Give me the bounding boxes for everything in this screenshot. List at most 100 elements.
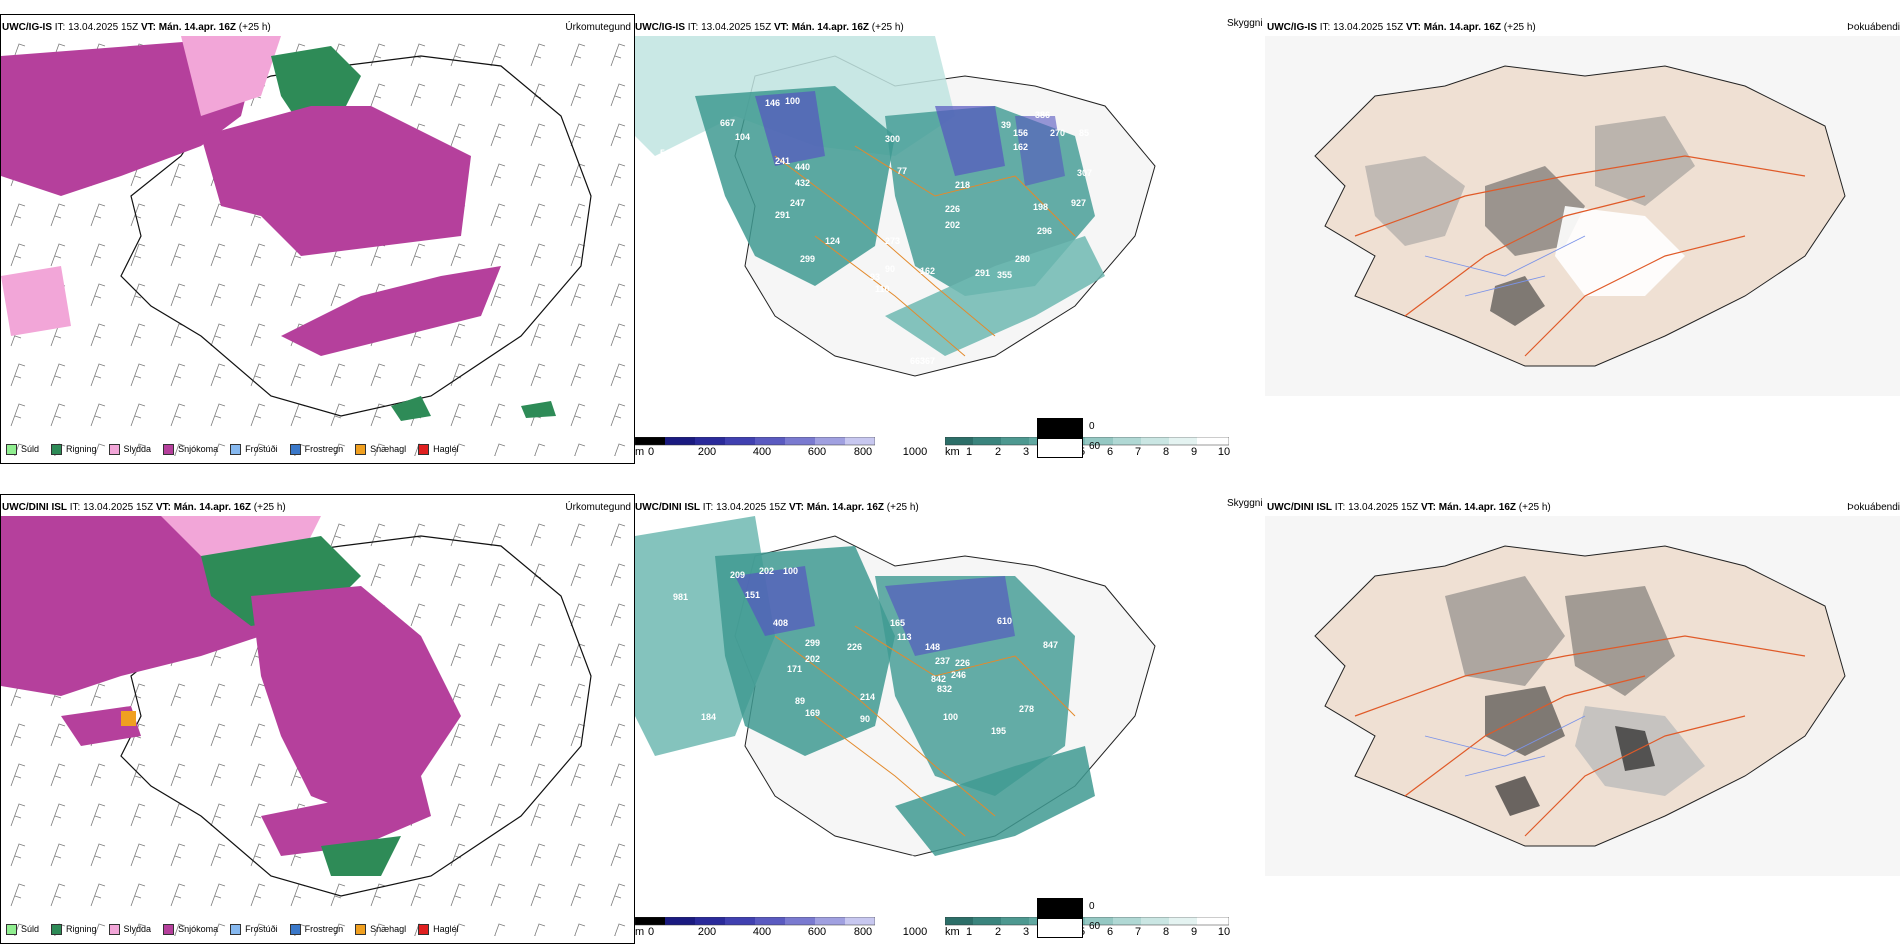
precip-type-map xyxy=(1,36,634,456)
fog-legend-max-swatch xyxy=(1037,898,1083,918)
run-header: UWC/IG-IS IT: 13.04.2025 15Z VT: Mán. 14… xyxy=(1267,22,1536,34)
vis-tick: 6 xyxy=(1106,926,1114,938)
svg-text:165: 165 xyxy=(890,618,905,628)
svg-text:237: 237 xyxy=(935,656,950,666)
legend-label: Rigning xyxy=(66,444,97,454)
panel-title: Þokuábendi xyxy=(1847,22,1900,33)
svg-text:162: 162 xyxy=(1013,142,1028,152)
model-name: UWC/DINI ISL xyxy=(635,502,700,513)
model-name: UWC/IG-IS xyxy=(2,22,52,33)
legend-label: Snjókoma xyxy=(178,444,219,454)
legend-label: Slydda xyxy=(123,924,152,934)
svg-text:113: 113 xyxy=(897,632,912,642)
vis-tick: 8 xyxy=(1162,446,1170,458)
legend-item: Súld xyxy=(6,923,39,935)
swatch xyxy=(289,923,301,935)
lead-time: (+25 h) xyxy=(1518,502,1551,513)
model-name: UWC/DINI ISL xyxy=(2,502,67,513)
svg-text:214: 214 xyxy=(860,692,875,702)
svg-text:299: 299 xyxy=(800,254,815,264)
valid-time: VT: Mán. 14.apr. 16Z xyxy=(788,502,885,513)
svg-text:246: 246 xyxy=(951,670,966,680)
cbar-tick: 600 xyxy=(807,926,827,938)
run-header: UWC/DINI ISL IT: 13.04.2025 15Z VT: Mán.… xyxy=(1267,502,1551,514)
vis-tick: 3 xyxy=(1022,446,1030,458)
legend-item: Frostregn xyxy=(289,443,343,455)
swatch xyxy=(418,443,430,455)
swatch xyxy=(163,443,175,455)
swatch xyxy=(230,443,242,455)
svg-text:77: 77 xyxy=(897,166,907,176)
model-name: UWC/DINI ISL xyxy=(1267,502,1332,513)
svg-text:171: 171 xyxy=(787,664,802,674)
swatch xyxy=(6,923,17,935)
swatch xyxy=(51,923,63,935)
svg-text:209: 209 xyxy=(730,570,745,580)
vis-tick: 6 xyxy=(1106,446,1114,458)
svg-text:162: 162 xyxy=(920,266,935,276)
init-time: IT: 13.04.2025 15Z xyxy=(69,502,154,513)
legend-label: Snæhagl xyxy=(370,924,407,934)
svg-text:440: 440 xyxy=(795,162,810,172)
legend-item: Frostúði xyxy=(230,443,278,455)
cbar-tick: 200 xyxy=(697,926,717,938)
svg-text:103: 103 xyxy=(931,388,946,398)
init-time: IT: 13.04.2025 15Z xyxy=(702,502,787,513)
svg-text:300: 300 xyxy=(885,134,900,144)
legend-label: Frostúði xyxy=(245,444,278,454)
model-name: UWC/IG-IS xyxy=(635,22,685,33)
cbar-tick: 400 xyxy=(752,446,772,458)
legend-label: Haglél xyxy=(433,444,459,454)
valid-time: VT: Mán. 14.apr. 16Z xyxy=(155,502,252,513)
visibility-unit: km xyxy=(945,446,960,458)
cloud-base-unit: m xyxy=(635,446,645,458)
legend-item: Haglél xyxy=(418,923,459,935)
legend-item: Snæhagl xyxy=(355,923,407,935)
panel-title: Skyggni xyxy=(1227,498,1263,509)
swatch xyxy=(355,443,367,455)
cloud-panel-bottom: UWC/DINI ISL IT: 13.04.2025 15Z VT: Mán.… xyxy=(635,494,1265,944)
fog-legend-max-swatch xyxy=(1037,418,1083,438)
visibility-colorbar xyxy=(945,917,1229,926)
init-time: IT: 13.04.2025 15Z xyxy=(1319,22,1404,33)
init-time: IT: 13.04.2025 15Z xyxy=(1334,502,1419,513)
cbar-tick: 0 xyxy=(647,926,655,938)
svg-text:226: 226 xyxy=(847,642,862,652)
svg-text:148: 148 xyxy=(925,642,940,652)
vis-tick: 1 xyxy=(965,446,973,458)
svg-text:202: 202 xyxy=(805,654,820,664)
fog-legend-max-label: 0 xyxy=(1089,901,1095,912)
panel-frame xyxy=(0,494,635,944)
vis-tick: 7 xyxy=(1134,926,1142,938)
svg-text:667: 667 xyxy=(720,118,735,128)
swatch xyxy=(163,923,175,935)
svg-text:90: 90 xyxy=(885,264,895,274)
vis-tick: 9 xyxy=(1190,926,1198,938)
fog-panel-top: UWC/IG-IS IT: 13.04.2025 15Z VT: Mán. 14… xyxy=(1037,14,1900,464)
legend-label: Snæhagl xyxy=(370,444,407,454)
svg-text:296: 296 xyxy=(1037,226,1052,236)
svg-text:610: 610 xyxy=(997,616,1012,626)
run-header: UWC/DINI ISL IT: 13.04.2025 15Z VT: Mán.… xyxy=(2,502,286,514)
svg-text:278: 278 xyxy=(1019,704,1034,714)
svg-text:355: 355 xyxy=(997,270,1012,280)
vis-tick: 2 xyxy=(994,446,1002,458)
svg-text:222: 222 xyxy=(1075,804,1090,814)
svg-text:641: 641 xyxy=(889,870,904,880)
visibility-colorbar xyxy=(945,437,1229,446)
svg-text:176: 176 xyxy=(1103,770,1118,780)
cloud-base-unit: m xyxy=(635,926,645,938)
swatch xyxy=(108,443,120,455)
legend-label: Slydda xyxy=(123,444,152,454)
vis-tick: 7 xyxy=(1134,446,1142,458)
cbar-tick: 0 xyxy=(647,446,655,458)
fog-legend-min-label: 60 xyxy=(1089,921,1101,932)
svg-text:832: 832 xyxy=(937,684,952,694)
svg-text:146: 146 xyxy=(765,98,780,108)
svg-text:226: 226 xyxy=(945,204,960,214)
vis-tick: 8 xyxy=(1162,926,1170,938)
swatch xyxy=(355,923,367,935)
legend-item: Slydda xyxy=(108,923,152,935)
